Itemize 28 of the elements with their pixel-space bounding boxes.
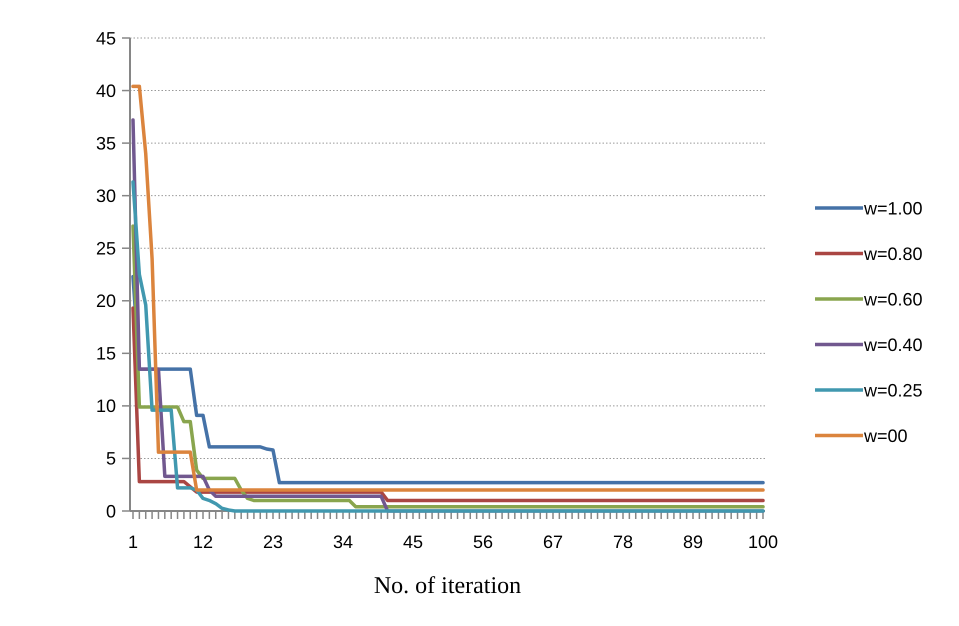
x-tick-label: 34 [332,532,354,552]
x-tick-label: 100 [748,532,778,552]
x-tick-label: 1 [128,532,138,552]
y-tick-label: 10 [96,396,116,416]
x-tick-label: 89 [682,532,704,552]
legend-label: w=0.40 [863,334,923,355]
legend-label: w=0.60 [863,289,923,310]
y-tick-label: 5 [106,448,116,469]
y-tick-label: 20 [96,291,116,312]
x-axis-title: No. of iteration [374,573,522,599]
x-tick-label: 78 [612,532,634,552]
x-tick-label: 12 [192,532,214,552]
y-tick-label: 15 [96,344,116,364]
y-tick-label: 25 [96,238,116,259]
line-series [131,306,765,502]
y-tick-label: 45 [96,28,116,48]
y-tick-label: 0 [106,501,116,522]
x-tick-label: 56 [472,532,494,552]
legend-label: w=0.25 [863,380,923,400]
x-tick-label: 67 [542,532,564,552]
legend-label: w=0.80 [863,244,923,264]
legend-label: w=1.00 [863,198,923,218]
y-tick-label: 30 [96,186,116,206]
x-tick-label: 45 [402,532,424,552]
legend-label: w=00 [863,426,908,446]
x-tick-label: 23 [262,532,284,552]
y-tick-label: 40 [96,80,116,101]
y-tick-label: 35 [96,133,116,154]
